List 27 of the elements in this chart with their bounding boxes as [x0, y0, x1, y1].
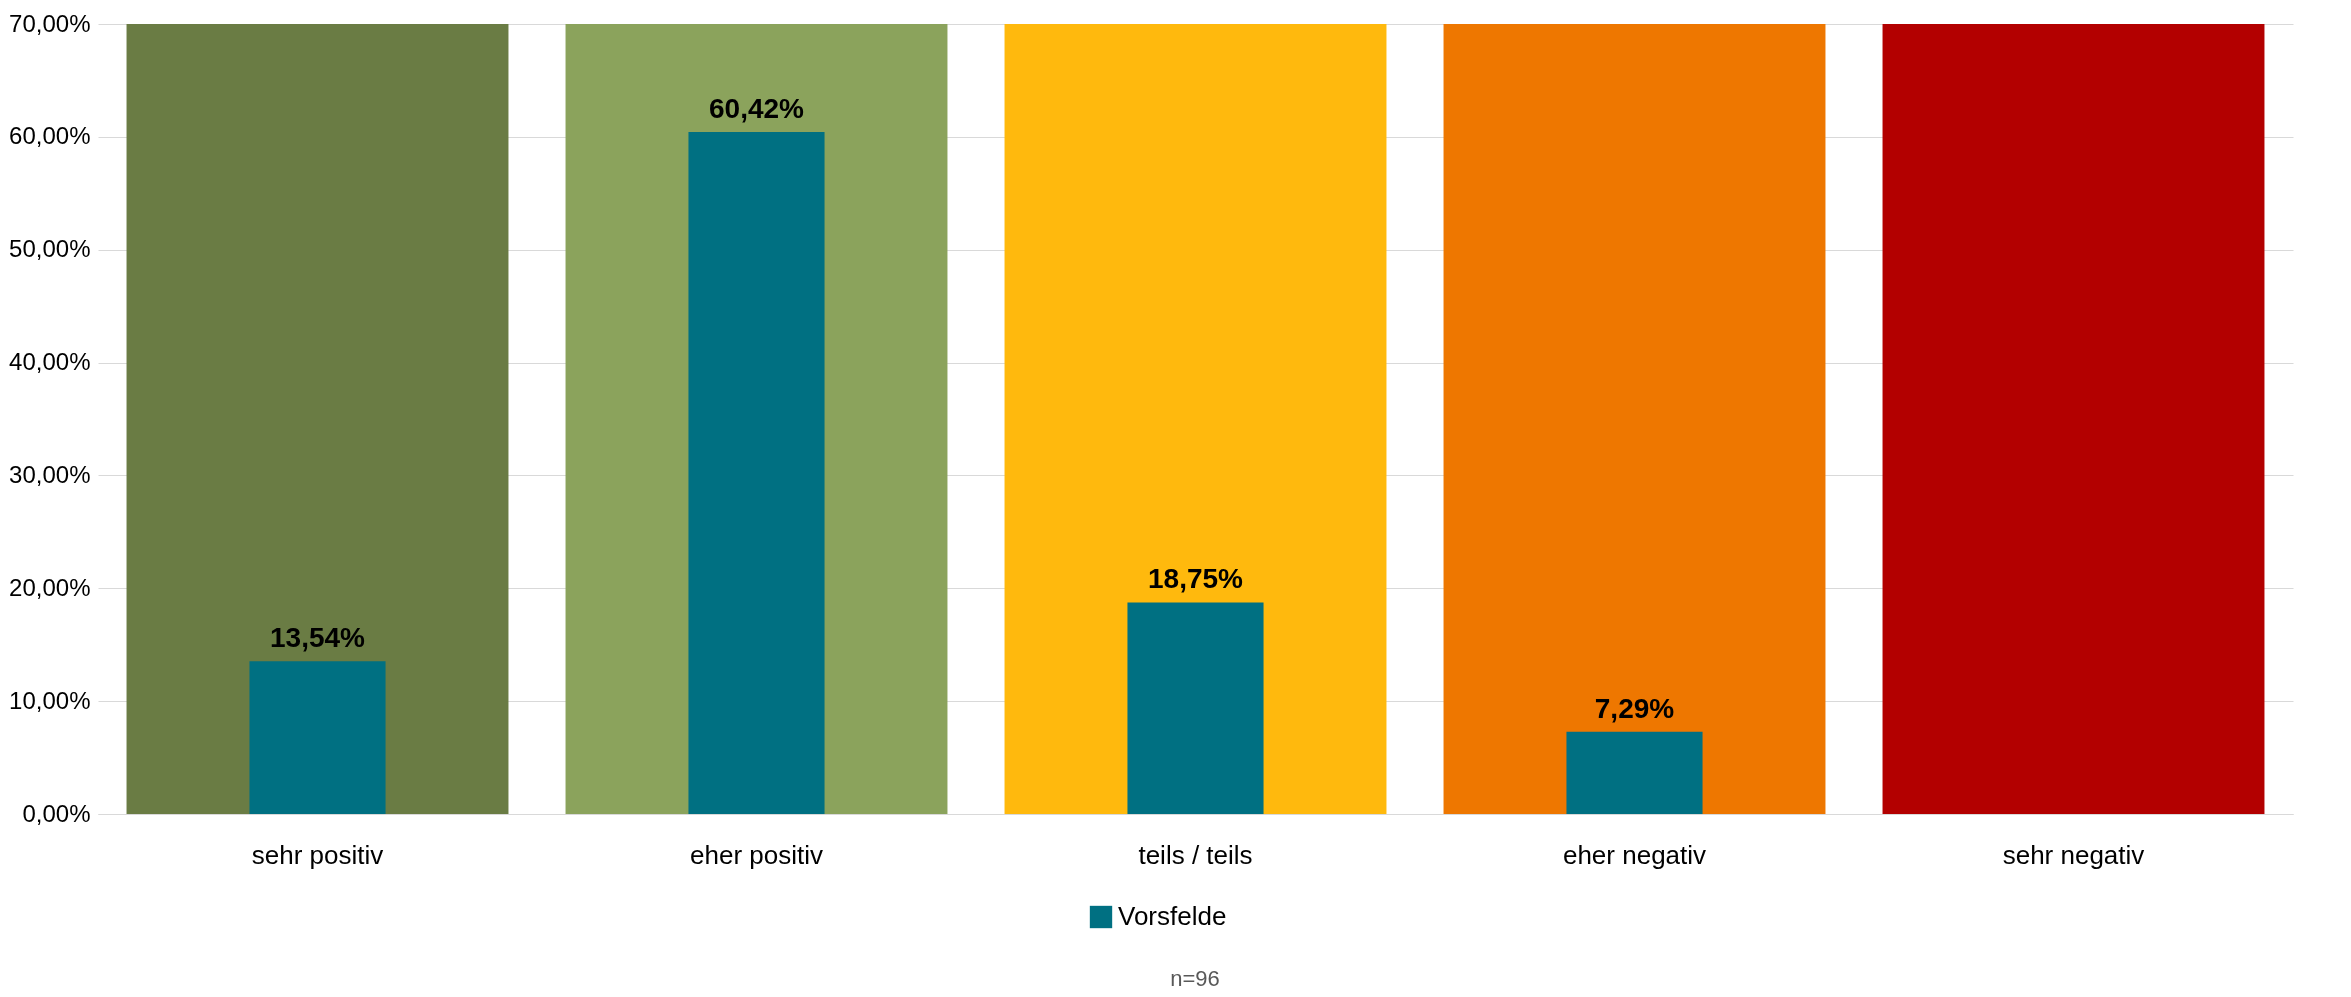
y-tick-label: 0,00%: [22, 799, 91, 827]
y-tick-label: 60,00%: [9, 122, 91, 150]
x-tick-label: sehr positiv: [251, 839, 384, 870]
y-tick-label: 30,00%: [9, 460, 91, 488]
y-tick-label: 70,00%: [9, 9, 91, 37]
x-tick-label: teils / teils: [1138, 839, 1253, 870]
bar: [688, 132, 825, 814]
y-tick-label: 50,00%: [9, 235, 91, 263]
bar: [126, 24, 509, 814]
bar: [1443, 24, 1826, 814]
legend-label: Vorsfelde: [1118, 901, 1227, 931]
data-label: 60,42%: [709, 93, 805, 125]
bar: [249, 661, 386, 814]
bar: [1882, 24, 2265, 814]
y-tick-label: 20,00%: [9, 573, 91, 601]
x-tick-label: sehr negativ: [2002, 839, 2145, 870]
y-tick-label: 40,00%: [9, 348, 91, 376]
text: n=96: [1170, 966, 1220, 991]
x-tick-label: eher negativ: [1562, 839, 1707, 870]
y-tick-label: 10,00%: [9, 686, 91, 714]
bar: [1566, 731, 1703, 814]
data-label: 7,29%: [1594, 692, 1675, 724]
data-label: 13,54%: [270, 622, 366, 654]
bar: [1127, 602, 1264, 814]
data-label: 18,75%: [1148, 563, 1244, 595]
x-tick-label: eher positiv: [690, 839, 823, 870]
bar: [1004, 24, 1387, 814]
